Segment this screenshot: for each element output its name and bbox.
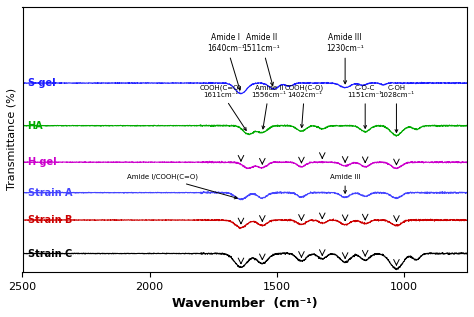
Text: HA: HA <box>27 121 43 131</box>
X-axis label: Wavenumber  (cm⁻¹): Wavenumber (cm⁻¹) <box>172 297 318 310</box>
Text: Strain B: Strain B <box>27 215 72 225</box>
Text: Amide I
1640cm⁻¹: Amide I 1640cm⁻¹ <box>207 33 245 90</box>
Y-axis label: Transmittance (%): Transmittance (%) <box>7 88 17 191</box>
Text: Amide III: Amide III <box>330 174 360 193</box>
Text: S gel: S gel <box>27 78 55 88</box>
Text: H gel: H gel <box>27 157 56 167</box>
Text: Amide II
1511cm⁻¹: Amide II 1511cm⁻¹ <box>243 33 280 86</box>
Text: Strain C: Strain C <box>27 249 72 258</box>
Text: Strain A: Strain A <box>27 188 72 197</box>
Text: C-OH
1028cm⁻¹: C-OH 1028cm⁻¹ <box>379 85 414 133</box>
Text: C-O-C
1151cm⁻¹: C-O-C 1151cm⁻¹ <box>348 85 383 128</box>
Text: Amide III
1230cm⁻¹: Amide III 1230cm⁻¹ <box>326 33 364 84</box>
Text: Amide I/COOH(C=O): Amide I/COOH(C=O) <box>127 174 237 199</box>
Text: Amide II
1556cm⁻¹: Amide II 1556cm⁻¹ <box>252 85 286 129</box>
Text: COOH(C-O)
1402cm⁻¹: COOH(C-O) 1402cm⁻¹ <box>285 85 324 127</box>
Text: COOH(C=O)
1611cm⁻¹: COOH(C=O) 1611cm⁻¹ <box>200 85 246 130</box>
